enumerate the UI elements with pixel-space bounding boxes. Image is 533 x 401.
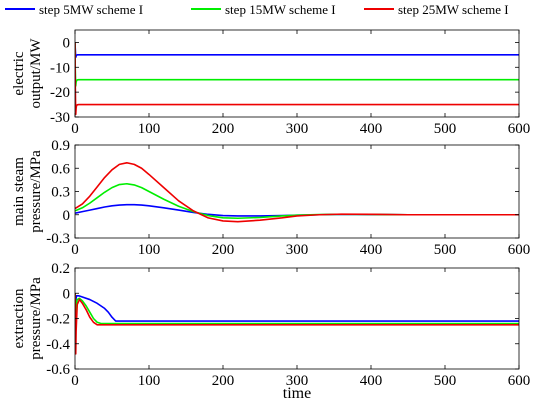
y-axis-label-line: main steam (11, 157, 27, 226)
panel-extraction-pressure: 0.20-0.2-0.4-0.60 100 200 300 400 500 600extra… (11, 261, 530, 389)
x-tick-label: 100 (138, 242, 161, 258)
y-tick-label: -0.3 (46, 231, 70, 247)
y-tick-label: 0.6 (51, 161, 70, 177)
x-tick-label: 0 (71, 242, 79, 258)
series-group (75, 162, 519, 223)
x-tick-label: 200 (212, 373, 235, 389)
series-group (75, 42, 519, 116)
x-tick-label: 400 (360, 373, 383, 389)
y-tick-label: -30 (50, 110, 70, 126)
axes-frame (74, 267, 520, 370)
y-tick-label: 0 (63, 35, 71, 51)
x-tick-label: 600 (508, 373, 531, 389)
x-tick-label: 500 (434, 242, 457, 258)
series-line-25mw (75, 293, 519, 355)
y-tick-label: -10 (50, 60, 70, 76)
y-axis-label: electricoutput/MW (11, 38, 44, 109)
y-axis-label-line: pressure/MPa (28, 277, 44, 360)
series-line-5mw (75, 42, 519, 59)
y-axis-label-line: electric (11, 51, 27, 95)
x-tick-label: 200 (212, 121, 235, 137)
x-tick-label: 400 (360, 242, 383, 258)
x-tick-label: 600 (508, 121, 531, 137)
series-line-25mw (75, 42, 519, 116)
legend-label-15mw: step 15MW scheme I (225, 2, 336, 17)
x-tick-label: 600 (508, 242, 531, 258)
series-line-15mw (75, 293, 519, 325)
y-tick-label: 0.9 (51, 138, 70, 154)
y-axis-label-line: pressure/MPa (28, 150, 44, 233)
y-tick-label: -0.2 (46, 312, 70, 328)
series-line-15mw (75, 182, 519, 220)
x-tick-label: 0 (71, 121, 79, 137)
y-tick-label: 0 (63, 208, 71, 224)
series-line-15mw (75, 42, 519, 87)
y-axis-label-line: extraction (11, 288, 27, 348)
y-tick-label: -20 (50, 85, 70, 101)
y-tick-label: -0.4 (46, 337, 70, 353)
y-axis-label: extractionpressure/MPa (11, 277, 44, 360)
series-line-5mw (75, 293, 519, 322)
y-axis-label: main steampressure/MPa (11, 150, 44, 233)
x-tick-label: 100 (138, 121, 161, 137)
y-axis-label-line: output/MW (28, 38, 44, 109)
series-line-25mw (75, 162, 519, 223)
x-tick-label: 400 (360, 121, 383, 137)
x-tick-label: 500 (434, 373, 457, 389)
legend-label-25mw: step 25MW scheme I (398, 2, 509, 17)
x-tick-label: 300 (286, 121, 309, 137)
y-tick-label: 0.3 (51, 185, 70, 201)
legend-label-5mw: step 5MW scheme I (39, 2, 143, 17)
x-tick-label: 300 (286, 373, 309, 389)
x-tick-label: 0 (71, 373, 79, 389)
x-axis-label: time (283, 385, 311, 401)
y-tick-label: -0.6 (46, 362, 70, 378)
axes-frame (74, 144, 520, 239)
x-tick-label: 200 (212, 242, 235, 258)
x-tick-label: 100 (138, 373, 161, 389)
legend: step 5MW scheme I step 15MW scheme I ste… (5, 2, 509, 17)
panel-electric-output: 0-10-20-300 100 200 300 400 500 600electricout… (11, 29, 531, 137)
series-group (75, 293, 519, 355)
y-tick-label: 0 (63, 286, 71, 302)
x-tick-label: 300 (286, 242, 309, 258)
y-tick-label: 0.2 (51, 261, 70, 277)
x-tick-label: 500 (434, 121, 457, 137)
